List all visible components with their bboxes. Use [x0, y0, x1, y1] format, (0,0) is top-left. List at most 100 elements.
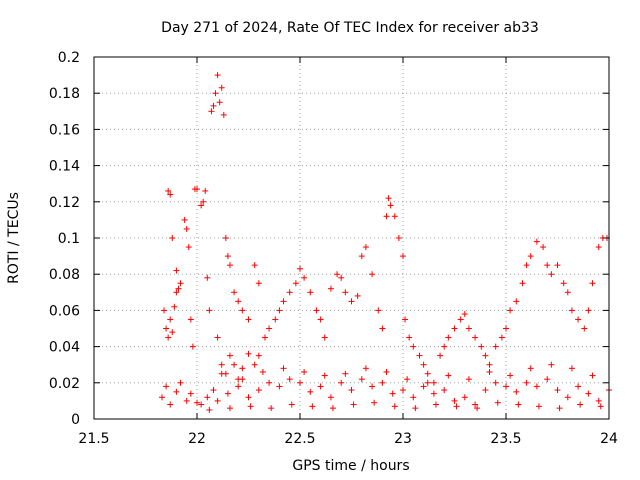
data-point: [183, 397, 190, 404]
data-point: [280, 298, 287, 305]
y-tick-label: 0.04: [49, 340, 80, 356]
data-point: [358, 253, 365, 260]
data-point: [441, 343, 448, 350]
data-point: [235, 298, 242, 305]
data-point: [395, 235, 402, 241]
data-point: [301, 368, 308, 375]
data-point: [391, 403, 398, 410]
data-point: [224, 390, 231, 397]
data-point: [507, 307, 514, 314]
data-point: [212, 90, 219, 97]
data-point: [575, 316, 582, 323]
data-point: [247, 403, 254, 410]
x-tick-labels: 21.5 22 22.5 23 23.5 24: [78, 431, 618, 447]
data-point: [342, 289, 349, 296]
data-point: [183, 225, 190, 232]
data-point: [412, 405, 419, 412]
data-point: [472, 334, 479, 341]
data-point: [513, 388, 520, 395]
data-point: [200, 198, 207, 205]
data-point: [259, 368, 266, 375]
data-point: [577, 401, 584, 408]
data-point: [255, 387, 262, 394]
data-point: [410, 343, 417, 350]
data-point: [424, 379, 431, 386]
data-point: [255, 280, 262, 287]
data-point: [214, 397, 221, 404]
data-point: [163, 325, 170, 332]
data-point: [503, 325, 509, 332]
data-point: [437, 352, 444, 359]
data-point: [581, 325, 588, 332]
data-point: [350, 401, 357, 408]
y-tick-label: 0.2: [58, 50, 80, 66]
data-point: [494, 399, 501, 406]
data-point: [451, 397, 458, 404]
data-point: [369, 271, 376, 278]
data-point: [461, 394, 468, 401]
data-point: [535, 403, 542, 410]
x-tick-label: 21.5: [78, 431, 109, 447]
data-point: [544, 262, 551, 269]
x-tick-label: 23: [394, 431, 412, 447]
data-point: [554, 387, 561, 394]
data-point: [245, 316, 252, 323]
data-point: [321, 334, 328, 341]
data-point: [175, 285, 182, 292]
data-point: [206, 406, 213, 413]
data-point: [167, 401, 174, 408]
data-point: [482, 387, 489, 394]
data-point: [286, 289, 293, 296]
data-point: [445, 334, 452, 341]
y-tick-label: 0.02: [49, 376, 80, 392]
x-tick-label: 23.5: [490, 431, 521, 447]
data-point: [173, 289, 180, 296]
data-point: [589, 372, 596, 379]
data-point: [309, 403, 316, 410]
data-point: [387, 202, 394, 209]
data-point: [362, 244, 369, 251]
data-point: [544, 376, 551, 383]
data-point: [220, 111, 227, 118]
data-point: [235, 383, 242, 390]
data-point: [167, 316, 174, 323]
data-point: [177, 379, 184, 386]
data-point: [208, 108, 215, 115]
x-tick-label: 22.5: [284, 431, 315, 447]
data-point: [327, 394, 334, 401]
y-tick-label: 0.1: [58, 231, 80, 247]
data-point: [554, 262, 561, 269]
data-point: [503, 383, 509, 390]
data-point: [410, 394, 417, 401]
data-point: [266, 325, 273, 332]
data-point: [486, 368, 493, 375]
data-point: [194, 186, 200, 193]
data-point: [482, 352, 489, 359]
data-point: [533, 383, 540, 390]
data-point: [216, 99, 223, 106]
data-point: [540, 244, 547, 251]
data-point: [292, 280, 299, 287]
data-point: [276, 383, 283, 390]
data-point: [548, 271, 555, 278]
data-point: [474, 405, 481, 412]
chart-title: Day 271 of 2024, Rate Of TEC Index for r…: [161, 20, 539, 36]
data-point: [338, 274, 345, 281]
data-point: [268, 405, 275, 412]
data-point: [204, 274, 211, 281]
data-point: [329, 405, 336, 412]
data-point: [472, 401, 479, 408]
data-point: [568, 307, 575, 314]
data-point: [187, 316, 194, 323]
data-point: [507, 372, 514, 379]
data-point: [597, 403, 604, 410]
data-point: [297, 265, 303, 272]
data-point: [165, 334, 172, 341]
axis-ticks: [93, 56, 610, 420]
data-point: [486, 361, 493, 368]
data-point: [327, 285, 334, 292]
data-point: [266, 379, 273, 386]
data-point: [348, 387, 355, 394]
data-point: [519, 280, 526, 287]
x-tick-label: 22: [188, 431, 206, 447]
